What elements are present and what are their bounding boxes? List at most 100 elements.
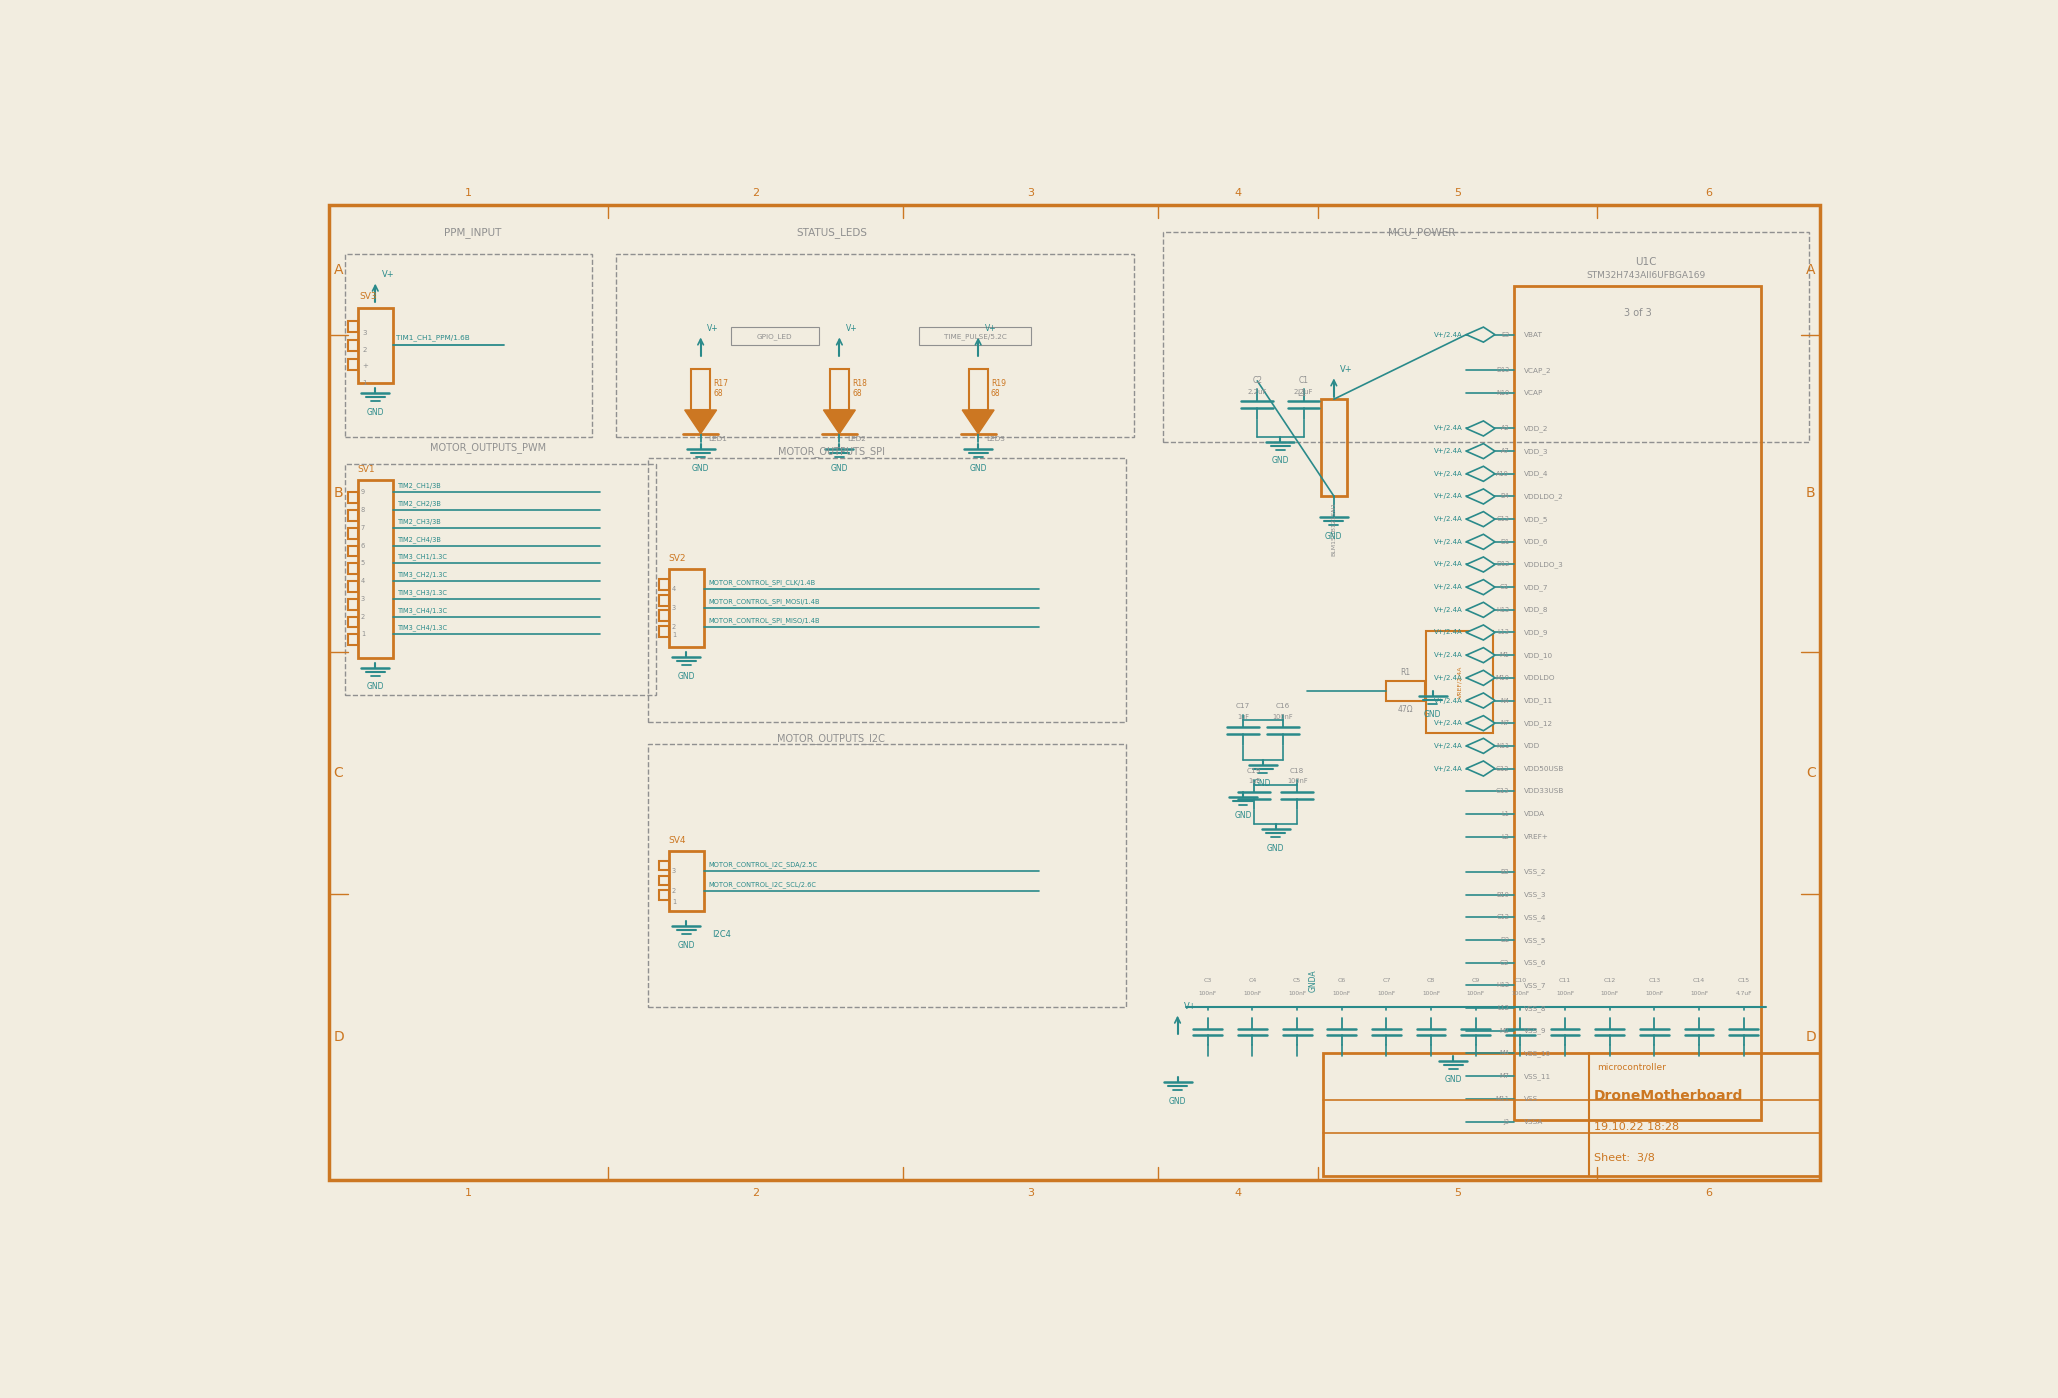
Bar — [659, 579, 669, 590]
Text: V+/2.4A: V+/2.4A — [1434, 675, 1463, 681]
Text: C5: C5 — [1292, 979, 1301, 983]
Bar — [1426, 630, 1494, 733]
Text: U1C: U1C — [1634, 257, 1657, 267]
Text: 4: 4 — [1235, 187, 1241, 197]
Text: 3: 3 — [671, 868, 677, 874]
Text: C15: C15 — [1737, 979, 1749, 983]
Text: V+/2.4A: V+/2.4A — [1434, 562, 1463, 568]
Text: V+/2.4A: V+/2.4A — [1434, 720, 1463, 726]
Text: SV3: SV3 — [360, 292, 377, 302]
Text: V+: V+ — [984, 324, 996, 333]
Polygon shape — [1465, 467, 1494, 481]
Text: V+: V+ — [708, 324, 718, 333]
Text: 1: 1 — [362, 380, 366, 386]
Text: 100nF: 100nF — [1690, 991, 1708, 995]
Text: 8: 8 — [360, 507, 364, 513]
Text: STM32H743AII6UFBGA169: STM32H743AII6UFBGA169 — [1587, 271, 1706, 280]
Text: VREF+: VREF+ — [1523, 833, 1548, 840]
Bar — [1515, 287, 1762, 1120]
Text: A3: A3 — [1500, 425, 1509, 432]
Text: Sheet:  3/8: Sheet: 3/8 — [1593, 1153, 1655, 1163]
Text: C17: C17 — [1235, 703, 1249, 709]
Text: MOTOR_OUTPUTS_SPI: MOTOR_OUTPUTS_SPI — [778, 446, 885, 457]
Text: G13: G13 — [1496, 788, 1509, 794]
Text: TIM2_CH3/3B: TIM2_CH3/3B — [397, 519, 440, 524]
Bar — [1321, 400, 1346, 496]
Bar — [348, 563, 358, 575]
Text: 5: 5 — [360, 561, 364, 566]
Bar — [659, 611, 669, 621]
Bar — [348, 359, 358, 369]
Bar — [348, 635, 358, 644]
Text: VDD_10: VDD_10 — [1523, 651, 1554, 658]
Text: A: A — [1807, 263, 1815, 277]
Text: 2: 2 — [360, 614, 364, 619]
Text: 2: 2 — [671, 888, 677, 893]
Text: G12: G12 — [1496, 766, 1509, 772]
Text: GND: GND — [366, 408, 385, 417]
Text: MOTOR_OUTPUTS_I2C: MOTOR_OUTPUTS_I2C — [778, 733, 885, 744]
Bar — [358, 308, 393, 383]
Text: V+: V+ — [1183, 1002, 1196, 1011]
Text: N11: N11 — [1496, 742, 1509, 749]
Text: VDD50USB: VDD50USB — [1523, 766, 1564, 772]
Text: J3: J3 — [1502, 1118, 1509, 1124]
Text: L1: L1 — [1502, 811, 1509, 816]
Text: MOTOR_CONTROL_SPI_CLK/1.4B: MOTOR_CONTROL_SPI_CLK/1.4B — [708, 579, 815, 586]
Bar — [659, 861, 669, 871]
Text: 3: 3 — [360, 596, 364, 603]
Text: VSS_7: VSS_7 — [1523, 983, 1546, 988]
Text: C13: C13 — [1496, 516, 1509, 521]
Text: 5: 5 — [1453, 187, 1461, 197]
Text: LED3: LED3 — [986, 436, 1004, 442]
Text: VSS_10: VSS_10 — [1523, 1050, 1552, 1057]
Text: 6: 6 — [360, 542, 364, 548]
Text: V+/2.4A: V+/2.4A — [1434, 766, 1463, 772]
Text: MOTOR_OUTPUTS_PWM: MOTOR_OUTPUTS_PWM — [430, 442, 547, 453]
Text: M2: M2 — [1500, 1028, 1509, 1033]
Text: 4: 4 — [1235, 1187, 1241, 1198]
Text: 100nF: 100nF — [1198, 991, 1216, 995]
Text: L1: L1 — [1297, 389, 1307, 398]
Text: 1uF: 1uF — [1247, 779, 1259, 784]
Text: TIM3_CH4/1.3C: TIM3_CH4/1.3C — [397, 607, 449, 614]
Text: C7: C7 — [1383, 979, 1391, 983]
Bar — [669, 569, 704, 647]
Text: GND: GND — [1169, 1097, 1185, 1106]
Text: C11: C11 — [1560, 979, 1570, 983]
Bar — [1387, 681, 1424, 700]
Text: GND: GND — [969, 464, 988, 473]
Text: VDD_2: VDD_2 — [1523, 425, 1548, 432]
Text: V+/2.4A: V+/2.4A — [1434, 607, 1463, 612]
Text: TIM2_CH1/3B: TIM2_CH1/3B — [397, 482, 440, 489]
Text: VDD_9: VDD_9 — [1523, 629, 1548, 636]
Text: VSS_11: VSS_11 — [1523, 1072, 1552, 1079]
Text: VBAT: VBAT — [1523, 331, 1544, 337]
Text: C: C — [1805, 766, 1815, 780]
Text: N7: N7 — [1500, 720, 1509, 726]
Text: 1: 1 — [465, 1187, 471, 1198]
Text: A7: A7 — [1500, 449, 1509, 454]
Bar — [348, 340, 358, 351]
Text: 1: 1 — [671, 632, 677, 637]
Text: VDD_7: VDD_7 — [1523, 584, 1548, 590]
Text: 68: 68 — [992, 389, 1000, 398]
Text: DroneMotherboard: DroneMotherboard — [1593, 1089, 1743, 1103]
Text: V+: V+ — [846, 324, 858, 333]
Text: R17: R17 — [714, 379, 729, 387]
Polygon shape — [1465, 603, 1494, 618]
Text: 1: 1 — [360, 632, 364, 637]
Text: 4: 4 — [360, 579, 364, 584]
Text: BLM15HB121SN1: BLM15HB121SN1 — [1332, 502, 1336, 555]
Text: M11: M11 — [1496, 1096, 1509, 1102]
Text: VCAP: VCAP — [1523, 390, 1544, 396]
Text: 5: 5 — [1453, 1187, 1461, 1198]
Text: MOTOR_CONTROL_SPI_MOSI/1.4B: MOTOR_CONTROL_SPI_MOSI/1.4B — [708, 598, 821, 605]
Text: H13: H13 — [1496, 607, 1509, 612]
Text: R18: R18 — [852, 379, 866, 387]
Bar — [348, 528, 358, 538]
Text: V+/2.4A: V+/2.4A — [1434, 449, 1463, 454]
Bar — [691, 369, 710, 410]
Bar — [829, 369, 850, 410]
Text: G2: G2 — [1500, 960, 1509, 966]
